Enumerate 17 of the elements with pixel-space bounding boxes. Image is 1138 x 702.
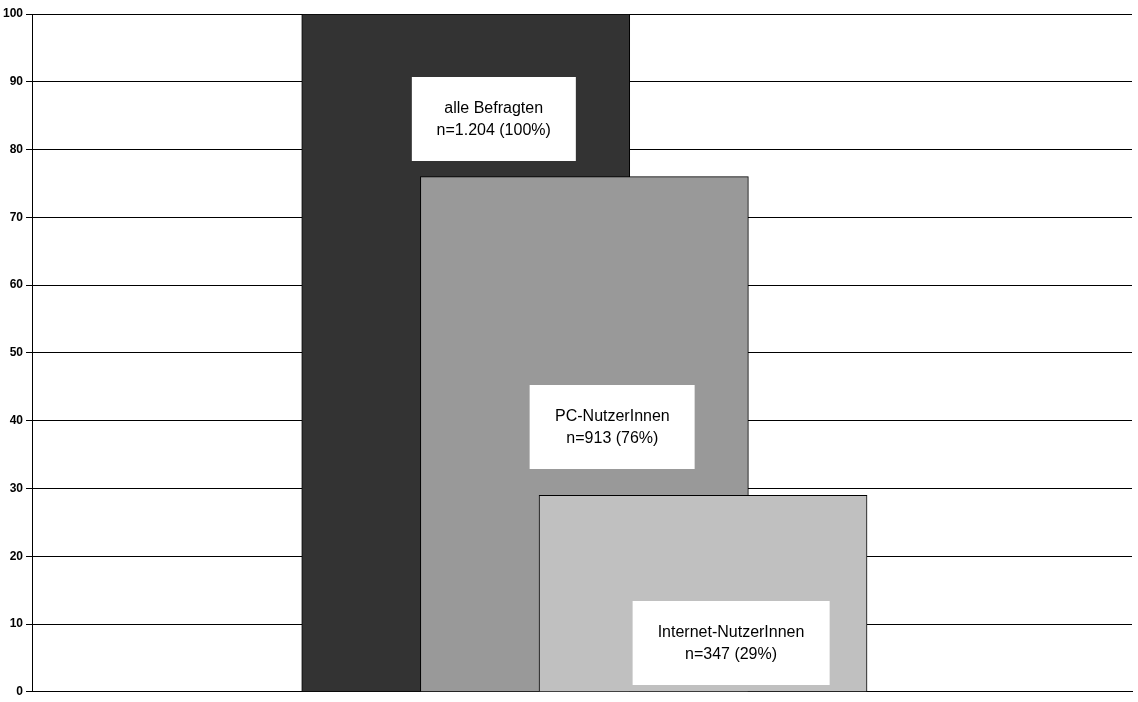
- data-label: n=913 (76%): [565, 427, 660, 448]
- y-tick-label: 80: [9, 141, 24, 156]
- y-tick-label: 60: [9, 277, 24, 292]
- y-tick-label: 40: [9, 412, 24, 427]
- y-tick-label: 10: [9, 616, 24, 631]
- y-tick-label: 0: [16, 684, 24, 699]
- y-tick-label: 100: [2, 6, 24, 21]
- y-tick-label: 70: [9, 209, 24, 224]
- series-label: Internet-NutzerInnen: [657, 621, 805, 642]
- data-label: n=1.204 (100%): [436, 120, 551, 141]
- y-tick-label: 30: [9, 480, 24, 495]
- y-tick-label: 20: [9, 548, 24, 563]
- y-tick-label: 90: [9, 74, 24, 89]
- series-label: PC-NutzerInnen: [555, 405, 670, 426]
- data-label: n=347 (29%): [684, 643, 779, 664]
- series-label: alle Befragten: [443, 98, 545, 119]
- y-tick-label: 50: [9, 345, 24, 360]
